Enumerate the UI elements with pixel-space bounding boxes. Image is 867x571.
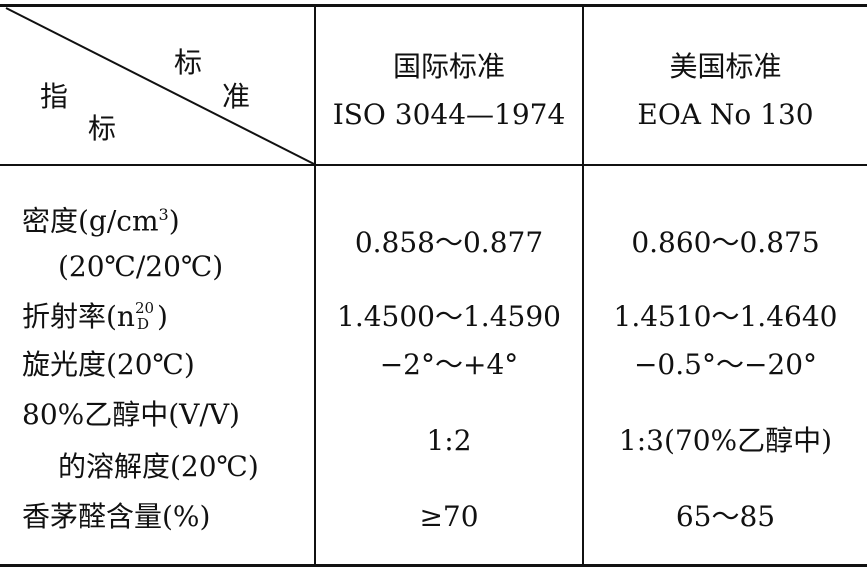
row-density-iso: 0.858～0.877 — [354, 226, 544, 259]
row-solubility-iso: 1:2 — [426, 424, 472, 457]
row-citronellal-eoa: 65～85 — [675, 500, 776, 533]
row-refractive-label: 折射率(n 20 D) — [22, 299, 168, 333]
header-rule — [0, 164, 867, 166]
col2-header-code: EOA No 130 — [637, 98, 814, 131]
corner-label-left: 指 — [40, 80, 69, 113]
row-density-eoa: 0.860～0.875 — [631, 226, 820, 259]
row-density-label: 密度(g/cm3) — [22, 204, 180, 238]
column-divider-2 — [582, 4, 584, 567]
corner-label-mid: 准 — [222, 80, 251, 113]
row-rotation-label: 旋光度(20℃) — [22, 348, 195, 381]
col1-header-code: ISO 3044—1974 — [332, 98, 566, 131]
bottom-rule — [0, 564, 867, 567]
row-rotation-iso: −2°～+4° — [379, 348, 519, 381]
top-rule — [0, 4, 867, 7]
row-density-condition: (20℃/20℃) — [58, 250, 224, 283]
row-citronellal-iso: ≥70 — [419, 500, 479, 533]
col2-header-name: 美国标准 — [669, 50, 782, 83]
col1-header-name: 国际标准 — [392, 50, 505, 83]
row-solubility-label: 80%乙醇中(V/V) — [22, 398, 240, 431]
row-rotation-eoa: −0.5°～−20° — [633, 348, 818, 381]
row-refractive-iso: 1.4500～1.4590 — [337, 300, 561, 333]
column-divider-1 — [314, 4, 316, 567]
corner-label-top: 标 — [174, 46, 203, 79]
row-solubility-eoa: 1:3(70%乙醇中) — [618, 424, 833, 457]
row-solubility-condition: 的溶解度(20℃) — [58, 450, 259, 483]
row-refractive-eoa: 1.4510～1.4640 — [613, 300, 838, 333]
row-citronellal-label: 香茅醛含量(%) — [22, 500, 211, 533]
corner-label-bottom: 标 — [88, 112, 117, 145]
